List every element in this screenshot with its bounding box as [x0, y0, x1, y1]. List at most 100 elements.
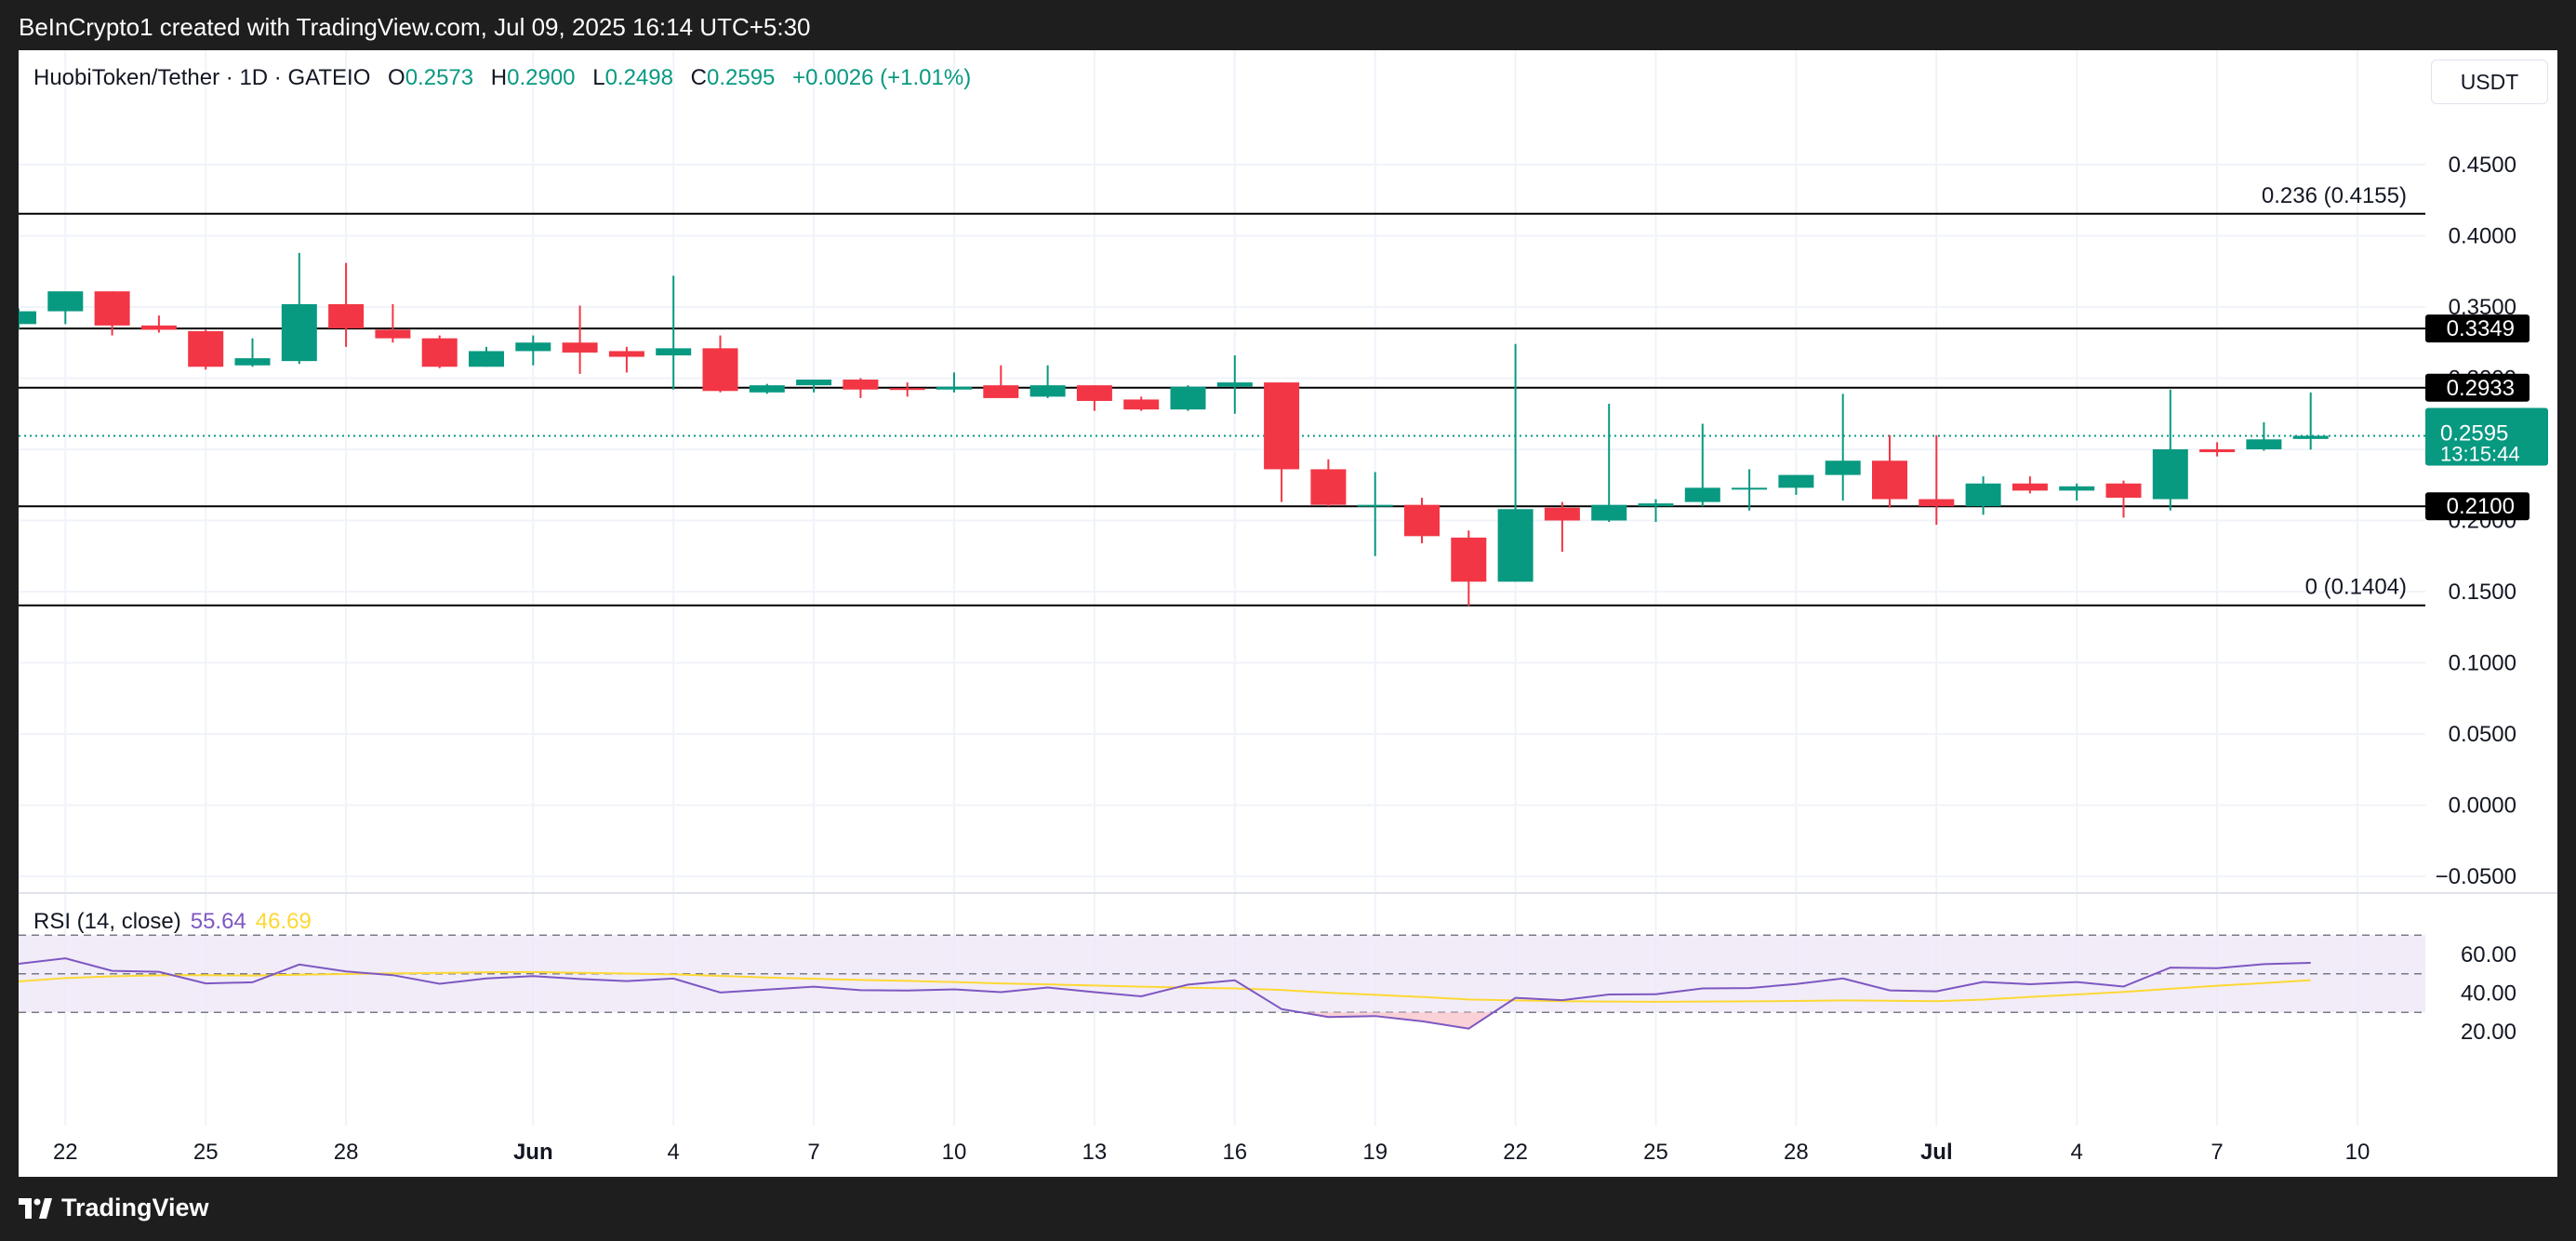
rsi-ma-line — [19, 970, 2311, 1003]
time-tick-label: 10 — [2345, 1140, 2370, 1165]
candle-body — [1778, 474, 1814, 488]
candle-body — [1919, 499, 1955, 507]
candle-body — [843, 380, 879, 390]
current-price-tag-countdown: 13:15:44 — [2440, 442, 2520, 465]
rsi-value: 55.64 — [190, 909, 246, 934]
level-price-tag-text: 0.3349 — [2447, 316, 2515, 341]
candle-body — [2105, 483, 2142, 499]
candle-body — [1123, 399, 1160, 410]
time-tick-label: 28 — [1784, 1140, 1809, 1165]
candle-body — [1872, 460, 1907, 500]
current-price-tag-value: 0.2595 — [2440, 420, 2508, 446]
top-attribution-bar: BeInCrypto1 created with TradingView.com… — [0, 0, 2576, 50]
candle-body — [656, 348, 692, 356]
time-tick-label: 19 — [1362, 1140, 1388, 1165]
price-tick-label: 0.4500 — [2449, 153, 2516, 178]
candle-body — [2059, 486, 2095, 491]
open-label: O — [388, 65, 405, 90]
candle-body — [19, 311, 36, 325]
rsi-ma-value: 46.69 — [255, 909, 312, 934]
candle-body — [234, 358, 271, 366]
candle-body — [889, 388, 925, 391]
candle-body — [1544, 507, 1580, 521]
level-price-tag-text: 0.2100 — [2447, 494, 2515, 519]
candle-body — [796, 380, 832, 386]
fib-level-label: 0.236 (0.4155) — [2262, 183, 2407, 208]
candle-body — [1825, 460, 1861, 475]
time-tick-label: 22 — [1503, 1140, 1528, 1165]
candle-body — [1451, 537, 1487, 582]
fib-level-label: 0 (0.1404) — [2305, 575, 2407, 600]
time-tick-label: 13 — [1082, 1140, 1108, 1165]
close-label: C — [690, 65, 707, 90]
candle-body — [1591, 504, 1627, 521]
chart-panel[interactable]: 0.45000.40000.35000.30000.25000.20000.15… — [19, 50, 2557, 1177]
candle-body — [1170, 386, 1206, 410]
rsi-line — [19, 957, 2311, 1030]
candle-body — [1264, 382, 1300, 470]
candle-body — [702, 348, 738, 392]
candle-body — [2199, 449, 2236, 453]
tradingview-logo-icon — [19, 1197, 52, 1219]
candle-body — [2292, 435, 2329, 439]
time-tick-label: 10 — [942, 1140, 967, 1165]
candle-body — [1732, 487, 1768, 490]
price-tick-label: −0.0500 — [2436, 864, 2516, 889]
time-tick-label: 25 — [193, 1140, 219, 1165]
time-tick-label: 7 — [807, 1140, 819, 1165]
level-price-tag — [2425, 373, 2530, 402]
candle-body — [94, 291, 130, 326]
level-price-tag — [2425, 492, 2530, 521]
candle-body — [1310, 469, 1347, 505]
low-value: 0.2498 — [604, 65, 673, 90]
candle-body — [608, 351, 644, 357]
candle-body — [749, 385, 785, 393]
rsi-tick-label: 20.00 — [2461, 1020, 2516, 1045]
time-tick-label: 4 — [2071, 1140, 2083, 1165]
rsi-title[interactable]: RSI (14, close) — [33, 909, 181, 934]
candle-body — [1638, 503, 1674, 507]
attribution-text: BeInCrypto1 created with TradingView.com… — [19, 13, 811, 41]
close-value: 0.2595 — [706, 65, 776, 90]
tradingview-brand: TradingView — [61, 1194, 209, 1221]
candle-body — [188, 331, 224, 367]
time-tick-label: Jul — [1920, 1140, 1953, 1165]
rsi-oversold-fill — [1300, 1012, 1494, 1029]
candle-body — [328, 303, 365, 328]
symbol-name[interactable]: HuobiToken/Tether · 1D · GATEIO — [33, 65, 371, 90]
candle-body — [47, 291, 84, 312]
high-label: H — [490, 65, 508, 90]
time-tick-label: 4 — [668, 1140, 680, 1165]
candle-body — [281, 303, 317, 362]
candle-body — [140, 325, 177, 330]
candle-body — [1029, 385, 1066, 397]
candle-body — [936, 386, 972, 390]
time-tick-label: 7 — [2211, 1140, 2223, 1165]
price-chart[interactable]: 0.45000.40000.35000.30000.25000.20000.15… — [19, 50, 2557, 1177]
bottom-bar: TradingView — [0, 1177, 2576, 1241]
time-tick-label: 16 — [1222, 1140, 1247, 1165]
current-price-tag — [2425, 407, 2548, 466]
candle-body — [1965, 483, 2001, 507]
time-tick-label: Jun — [513, 1140, 553, 1165]
time-tick-label: 25 — [1643, 1140, 1668, 1165]
candle-body — [515, 342, 551, 352]
level-price-tag-text: 0.2933 — [2447, 376, 2515, 401]
open-value: 0.2573 — [405, 65, 474, 90]
price-tick-label: 0.4000 — [2449, 224, 2516, 249]
candle-body — [983, 385, 1019, 398]
rsi-tick-label: 40.00 — [2461, 981, 2516, 1007]
candle-body — [375, 329, 411, 339]
low-label: L — [592, 65, 605, 90]
candle-body — [421, 338, 458, 367]
candle-body — [1684, 487, 1720, 502]
tradingview-logo[interactable]: TradingView — [19, 1194, 209, 1222]
time-tick-label: 22 — [53, 1140, 78, 1165]
symbol-legend: HuobiToken/Tether · 1D · GATEIO O0.2573 … — [33, 65, 971, 91]
candle-body — [1497, 509, 1534, 582]
currency-button[interactable]: USDT — [2431, 60, 2548, 104]
time-tick-label: 28 — [334, 1140, 359, 1165]
candle-body — [469, 351, 504, 367]
high-value: 0.2900 — [507, 65, 576, 90]
price-tick-label: 0.1500 — [2449, 580, 2516, 605]
